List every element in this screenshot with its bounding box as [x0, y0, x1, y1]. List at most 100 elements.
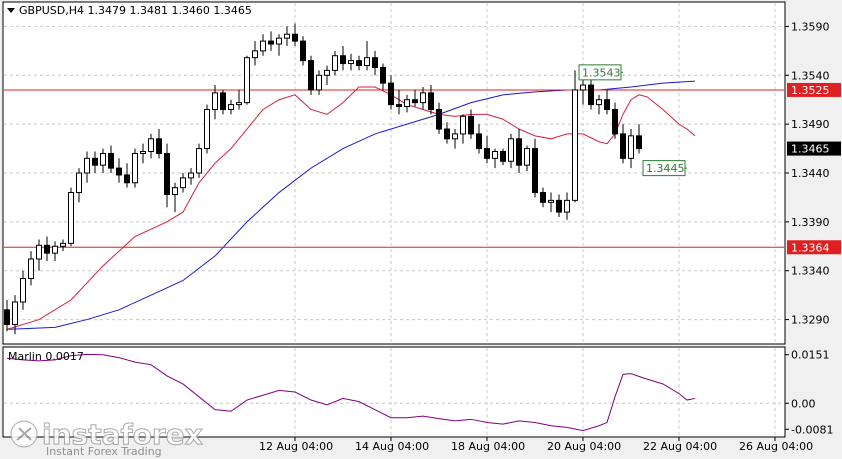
candle-up: [52, 245, 58, 254]
candlesticks: [4, 23, 642, 335]
candle-down: [484, 148, 490, 159]
level-tag: 1.3364: [791, 241, 830, 254]
candle-up: [196, 148, 202, 174]
candle-up: [420, 92, 426, 104]
time-tick-label: 26 Aug 04:00: [739, 440, 813, 453]
candle-down: [500, 151, 506, 162]
candle-up: [452, 133, 458, 140]
candle-up: [204, 108, 210, 150]
candle-down: [108, 152, 114, 169]
candle-down: [356, 60, 362, 67]
time-tick-label: 20 Aug 04:00: [547, 440, 621, 453]
candle-up: [580, 84, 586, 91]
candle-up: [228, 104, 234, 110]
symbol-header: GBPUSD,H4 1.3479 1.3481 1.3460 1.3465: [19, 4, 252, 17]
candle-down: [412, 99, 418, 104]
level-tag-bg: [787, 240, 841, 255]
candle-down: [444, 128, 450, 140]
candle-up: [316, 74, 322, 91]
callout-label: 1.3445: [646, 162, 685, 175]
marlin-tick-label: 0.0151: [791, 349, 830, 362]
candle-down: [380, 66, 386, 84]
time-tick-label: 12 Aug 04:00: [259, 440, 333, 453]
candle-up: [140, 151, 146, 154]
price-tick-label: 1.3490: [791, 118, 830, 131]
candle-up: [76, 172, 82, 194]
candle-up: [180, 177, 186, 189]
marlin-tick-label: 0.00: [791, 397, 816, 410]
price-tick-label: 1.3540: [791, 69, 830, 82]
candle-up: [276, 37, 282, 45]
candle-up: [572, 89, 578, 201]
marlin-oscillator: [4, 353, 784, 432]
candle-up: [36, 244, 42, 260]
candle-up: [236, 102, 242, 106]
candle-down: [540, 192, 546, 203]
candle-down: [292, 33, 298, 42]
candle-up: [628, 135, 634, 159]
level-tag: 1.3525: [791, 84, 830, 97]
candle-up: [28, 258, 34, 280]
dropdown-triangle-icon[interactable]: [7, 8, 15, 13]
candle-down: [436, 108, 442, 130]
price-tick-label: 1.3290: [791, 314, 830, 327]
candle-down: [476, 133, 482, 150]
candle-down: [92, 157, 98, 166]
candle-down: [220, 92, 226, 110]
candle-up: [324, 69, 330, 76]
candle-down: [468, 115, 474, 135]
time-axis: 12 Aug 04:00 14 Aug 04:00 18 Aug 04:00 20 A…: [259, 437, 813, 453]
candle-up: [260, 40, 266, 52]
candle-up: [252, 50, 258, 59]
candle-up: [548, 199, 554, 203]
candle-down: [300, 40, 306, 62]
candle-down: [604, 99, 610, 110]
candle-down: [556, 199, 562, 213]
candle-up: [404, 99, 410, 108]
candle-down: [308, 60, 314, 91]
candle-down: [372, 57, 378, 68]
time-tick-label: 18 Aug 04:00: [451, 440, 525, 453]
candle-up: [284, 33, 290, 39]
candle-down: [156, 138, 162, 154]
current-price-tag-bg: [787, 141, 841, 156]
candle-up: [60, 242, 66, 247]
candle-up: [172, 187, 178, 195]
price-tick-label: 1.3440: [791, 167, 830, 180]
candle-down: [516, 138, 522, 166]
callout-box: [578, 64, 622, 81]
candle-up: [460, 115, 466, 135]
price-tick-label: 1.3390: [791, 216, 830, 229]
candle-up: [68, 192, 74, 244]
candle-up: [564, 199, 570, 213]
candle-up: [132, 152, 138, 184]
candle-up: [212, 92, 218, 110]
candle-down: [44, 244, 50, 254]
candle-up: [12, 301, 18, 325]
candle-up: [524, 148, 530, 166]
candle-up: [332, 55, 338, 71]
candle-down: [164, 152, 170, 195]
candle-down: [268, 40, 274, 45]
price-tick-label: 1.3340: [791, 265, 830, 278]
candle-up: [492, 151, 498, 159]
time-tick-label: 22 Aug 04:00: [643, 440, 717, 453]
time-tick-label: 14 Aug 04:00: [355, 440, 429, 453]
candle-down: [532, 148, 538, 194]
price-axis: 1.3290 1.3340 1.3390 1.3440 1.3490 1.3540 1.35…: [785, 20, 841, 436]
candle-down: [620, 133, 626, 159]
candle-up: [244, 57, 250, 104]
candle-up: [596, 99, 602, 106]
indicator-label: Marlin 0.0017: [8, 350, 84, 363]
candle-down: [116, 167, 122, 176]
candle-down: [588, 84, 594, 106]
candle-down: [428, 92, 434, 110]
watermark-logo: instaforex Instant Forex Trading: [10, 418, 203, 458]
candle-up: [364, 57, 370, 67]
candle-down: [612, 108, 618, 135]
current-price-tag: 1.3465: [791, 143, 830, 156]
candle-up: [20, 278, 26, 303]
candle-up: [100, 152, 106, 166]
callout-box: [642, 160, 686, 177]
watermark-tagline: Instant Forex Trading: [46, 445, 162, 458]
